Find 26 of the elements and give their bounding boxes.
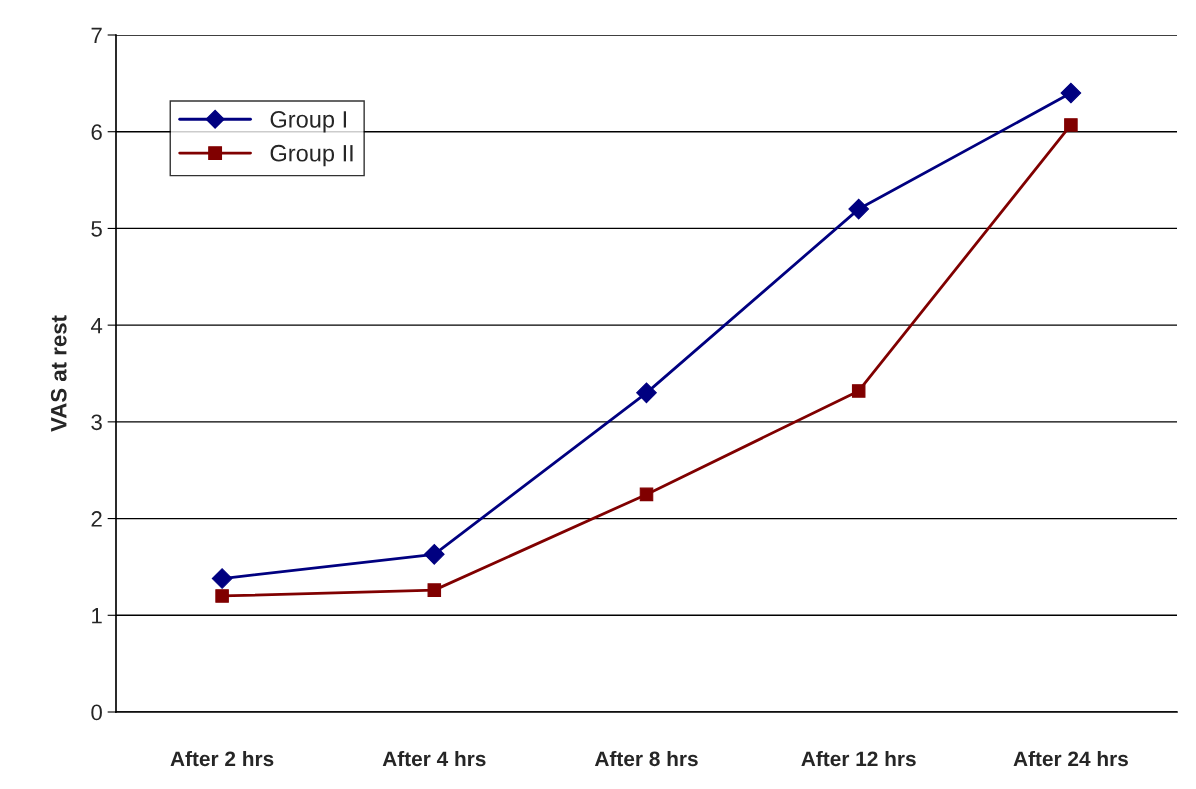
point (636, 382, 657, 404)
x-tick-label: After 4 hrs (382, 750, 486, 767)
y-tick-label: 7 (91, 27, 102, 44)
legend-label: Group II (270, 144, 353, 167)
x-tick-label: After 24 hrs (1013, 750, 1128, 767)
y-tick-label: 0 (91, 704, 102, 721)
point (1064, 118, 1078, 132)
y-axis-title: VAS at rest (50, 315, 67, 432)
point (851, 384, 866, 398)
y-tick-label: 1 (92, 608, 102, 624)
y-tick-label: 5 (91, 221, 102, 237)
y-tick-label: 3 (91, 414, 102, 431)
point (427, 583, 442, 597)
point (215, 589, 229, 603)
legend-label: Group I (270, 111, 346, 133)
x-tick-label: After 8 hrs (594, 750, 698, 767)
point (848, 198, 870, 220)
point (423, 544, 445, 565)
point (1060, 82, 1082, 104)
y-tick-label: 2 (91, 511, 102, 527)
y-tick-label: 6 (91, 124, 102, 140)
x-tick-label: After 2 hrs (170, 750, 274, 767)
x-tick-label: After 12 hrs (801, 750, 916, 767)
point (639, 487, 654, 502)
point (211, 568, 233, 589)
y-tick-label: 4 (90, 317, 103, 334)
